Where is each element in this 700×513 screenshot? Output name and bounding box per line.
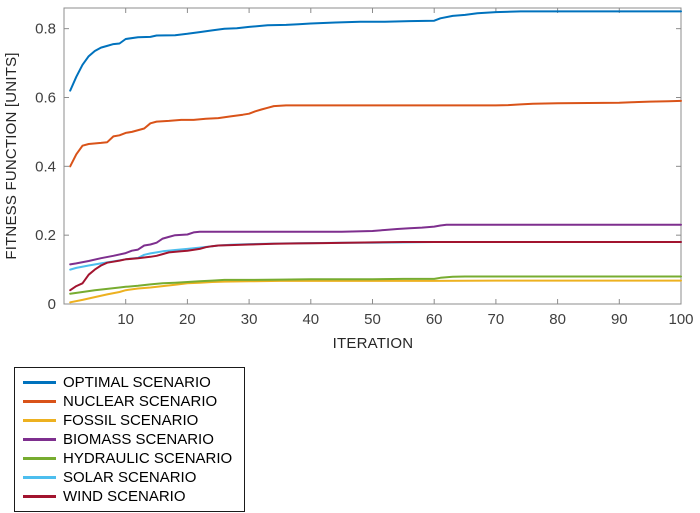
plot-layer: 10 20 30 40 50 60 70 80 90 100 0 0.2 0.4 0.6 0.8 (35, 7, 694, 328)
y-tick-label: 0.2 (35, 227, 56, 244)
series-line-solar-scenario (69, 241, 682, 271)
legend-item: BIOMASS SCENARIO (23, 430, 232, 449)
series-line-biomass-scenario (69, 223, 682, 266)
series-line-wind-scenario (69, 241, 682, 292)
series-line-optimal-scenario (69, 10, 682, 92)
y-axis-label: FITNESS FUNCTION [UNITS] (3, 52, 20, 259)
plot-box (63, 7, 682, 305)
series-line-nuclear-scenario (69, 99, 682, 168)
y-tick-label: 0.8 (35, 21, 56, 38)
fitness-line-chart: 10 20 30 40 50 60 70 80 90 100 0 0.2 0.4 0.6 0.8 ITERA… (3, 7, 694, 352)
legend-line-swatch (23, 419, 56, 422)
legend-label: SOLAR SCENARIO (63, 469, 197, 486)
legend: OPTIMAL SCENARIO NUCLEAR SCENARIO FOSSIL S… (14, 367, 246, 512)
legend-line-swatch (23, 495, 56, 498)
y-tick-label: 0.4 (35, 158, 56, 175)
x-tick-label: 100 (668, 311, 693, 328)
x-tick-label: 10 (117, 311, 134, 328)
legend-item: FOSSIL SCENARIO (23, 411, 232, 430)
y-tick-label: 0 (48, 296, 56, 313)
x-tick-label: 40 (302, 311, 319, 328)
legend-item: SOLAR SCENARIO (23, 468, 232, 487)
x-tick-label: 80 (549, 311, 566, 328)
legend-item: WIND SCENARIO (23, 487, 232, 506)
legend-line-swatch (23, 457, 56, 460)
series-line-hydraulic-scenario (69, 275, 682, 295)
x-axis-label: ITERATION (333, 335, 414, 352)
legend-item: OPTIMAL SCENARIO (23, 373, 232, 392)
legend-line-swatch (23, 438, 56, 441)
x-tick-label: 20 (179, 311, 196, 328)
x-tick-label: 90 (611, 311, 628, 328)
x-tick-label: 50 (364, 311, 381, 328)
legend-line-swatch (23, 400, 56, 403)
x-tick-label: 70 (488, 311, 505, 328)
x-tick-label: 30 (241, 311, 258, 328)
y-tick-label: 0.6 (35, 89, 56, 106)
legend-label: WIND SCENARIO (63, 488, 186, 505)
legend-label: HYDRAULIC SCENARIO (63, 450, 233, 467)
series-line-fossil-scenario (69, 279, 682, 304)
legend-label: BIOMASS SCENARIO (63, 431, 214, 448)
legend-item: NUCLEAR SCENARIO (23, 392, 232, 411)
legend-line-swatch (23, 476, 56, 479)
legend-label: NUCLEAR SCENARIO (63, 393, 218, 410)
legend-item: HYDRAULIC SCENARIO (23, 449, 232, 468)
legend-label: FOSSIL SCENARIO (63, 412, 199, 429)
legend-label: OPTIMAL SCENARIO (63, 374, 211, 391)
x-tick-label: 60 (426, 311, 443, 328)
legend-line-swatch (23, 381, 56, 384)
